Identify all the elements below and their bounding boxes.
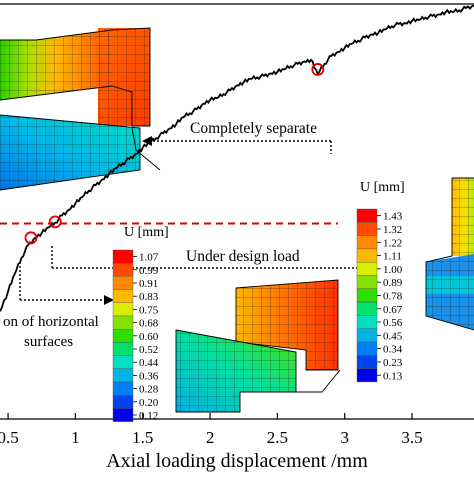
x-axis-label: Axial loading displacement /mm (106, 450, 368, 472)
x-tick-label: 1.5 (132, 428, 153, 447)
label-completely-separate: Completely separate (190, 120, 317, 137)
legend-swatch (112, 263, 134, 277)
legend-value: 0.56 (383, 317, 403, 329)
legend-swatch (356, 222, 378, 236)
x-tick-label: 2.5 (267, 428, 288, 447)
legend-value: 0.89 (383, 277, 403, 289)
fe-model-right (425, 177, 474, 331)
legend-value: 1.11 (383, 251, 402, 263)
legend-value: 0.44 (139, 357, 159, 369)
legend-value: 0.75 (139, 304, 159, 316)
legend-value: 0.20 (139, 397, 159, 409)
legend-value: 0.78 (383, 290, 403, 302)
label-horizontal-2: surfaces (24, 334, 73, 350)
legend-value: 0.60 (139, 331, 159, 343)
legend-swatch (356, 301, 378, 316)
legend-value: 0.13 (383, 370, 403, 382)
load-displacement-curve (0, 4, 474, 312)
legend-swatch (356, 328, 378, 343)
x-ticks: 0.5 1 1.5 2 2.5 3 3.5 (0, 413, 423, 447)
legend-value: 1.00 (383, 264, 403, 276)
legend-swatch (112, 368, 134, 383)
legend-swatch (112, 355, 134, 370)
legend-title: U [mm] (360, 180, 405, 195)
legend-swatch (356, 341, 378, 356)
legend-value: 0.12 (139, 410, 158, 422)
annotation-completely-separate: Completely separate (142, 120, 332, 154)
x-tick-label: 2 (206, 428, 215, 447)
fe-model-separate (0, 27, 161, 191)
legend-left: U [mm]1.070.990.910.830.750.680.600.520.… (112, 225, 169, 422)
legend-value: 0.91 (139, 278, 158, 290)
legend-swatch (112, 276, 134, 290)
legend-value: 0.67 (383, 304, 403, 316)
legend-title: U [mm] (124, 225, 169, 240)
annotation-design-load: Under design load (51, 246, 376, 273)
legend-swatch (112, 302, 134, 317)
legend-value: 0.83 (139, 291, 159, 303)
legend-value: 0.52 (139, 344, 158, 356)
legend-swatch (112, 329, 134, 343)
legend-value: 0.45 (383, 330, 403, 342)
x-tick-label: 0.5 (0, 428, 19, 447)
legend-swatch (356, 208, 378, 223)
legend-value: 0.28 (139, 384, 159, 396)
legend-swatch (356, 248, 378, 263)
legend-value: 0.34 (383, 344, 403, 356)
legend-swatch (112, 381, 134, 396)
marker-circle (48, 215, 62, 229)
legend-swatch (356, 355, 378, 369)
label-horizontal-1: on of horizontal (3, 314, 99, 330)
legend-swatch (356, 262, 378, 276)
legend-value: 1.07 (139, 252, 159, 264)
legend-swatch (112, 342, 134, 356)
legend-value: 1.22 (383, 237, 402, 249)
legend-swatch (112, 408, 134, 422)
legend-swatch (356, 235, 378, 250)
legend-right: U [mm]1.431.321.221.111.000.890.780.670.… (356, 180, 405, 383)
x-tick-label: 1 (71, 428, 80, 447)
label-under-design-load: Under design load (186, 248, 300, 265)
legend-swatch (112, 249, 134, 264)
legend-swatch (356, 275, 378, 290)
legend-value: 0.99 (139, 265, 159, 277)
annotation-horizontal: on of horizontal surfaces (3, 262, 114, 350)
fe-model-design-load (175, 279, 341, 413)
legend-swatch (112, 315, 134, 330)
legend-swatch (112, 289, 134, 304)
markers (24, 63, 325, 245)
legend-swatch (356, 288, 378, 303)
marker-circle (311, 63, 325, 76)
x-tick-label: 3.5 (401, 428, 422, 447)
legend-value: 0.68 (139, 318, 159, 330)
legend-value: 0.23 (383, 357, 403, 369)
legend-swatch (356, 368, 378, 383)
marker-circle (24, 231, 38, 245)
legend-value: 1.32 (383, 224, 402, 236)
legend-value: 0.36 (139, 370, 159, 382)
legend-swatch (356, 315, 378, 329)
x-tick-label: 3 (340, 428, 349, 447)
legend-swatch (112, 395, 134, 409)
legend-value: 1.43 (383, 211, 403, 223)
